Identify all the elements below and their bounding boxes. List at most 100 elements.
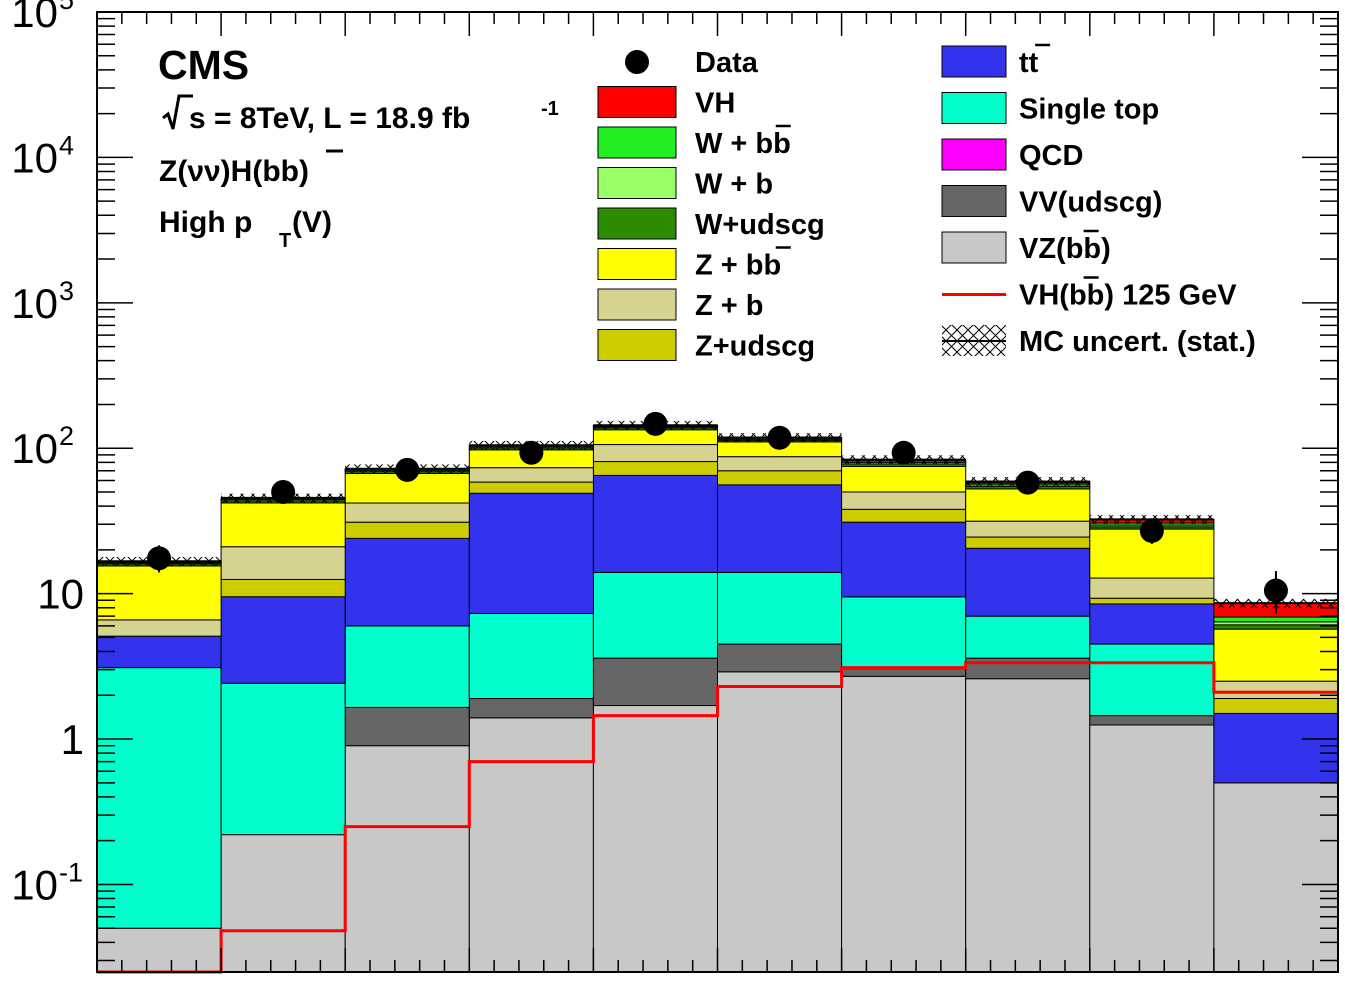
data-point-bin7 [891, 440, 916, 465]
y-tick-label-1e: 1 [61, 716, 84, 763]
legend-swatch-Zb [597, 288, 677, 321]
bar-single-top-bin9 [1089, 643, 1215, 717]
channel-label: Z(νν)H(bb) [159, 149, 343, 188]
bar-z-b-bin2 [220, 546, 346, 580]
legend-label-VH: VH [695, 88, 735, 120]
bar-tt-bin8 [965, 547, 1091, 617]
bar-vz-bb-bin6 [717, 671, 843, 973]
y-tick-label-10e4: 10 [11, 134, 58, 181]
legend-label-Wudscg: W+udscg [695, 209, 825, 241]
legend-label-tt: tt [1019, 47, 1039, 79]
bar-single-top-bin7 [841, 596, 967, 670]
legend-swatch-tt [941, 45, 1007, 78]
data-point-bin6 [767, 425, 792, 450]
legend-label-vvudscg: VV(udscg) [1019, 187, 1162, 219]
axes-frame [96, 11, 1339, 973]
bar-z-b-bin6 [717, 456, 843, 472]
bar-z-bb-bin2 [220, 502, 346, 548]
bar-tt-bin6 [717, 484, 843, 573]
legend-label-qcd: QCD [1019, 140, 1083, 172]
data-points-layer [147, 411, 1288, 614]
bar-z-udscg-bin3 [344, 521, 470, 539]
bar-z-udscg-bin5 [592, 461, 719, 476]
y-tick-exponent-10e2: 2 [59, 421, 74, 451]
bar-vv-udscg-bin7 [841, 668, 967, 677]
bar-vv-udscg-bin3 [344, 706, 470, 747]
legend-item-Wb: W + b [597, 167, 773, 201]
lumi-exponent: -1 [541, 98, 559, 120]
legend-item-Zb: Z + b [597, 288, 763, 322]
energy-lumi-text: s = 8TeV, L = 18.9 fb [189, 102, 470, 135]
bar-tt-bin7 [841, 521, 967, 598]
legend-swatch-singletop [941, 92, 1007, 124]
data-point-bin3 [395, 457, 420, 482]
legend-item-vvudscg: VV(udscg) [941, 185, 1162, 219]
legend-swatch-Wudscg [597, 207, 677, 240]
region-label: High p T (V) [159, 206, 332, 252]
bar-single-top-bin2 [220, 682, 346, 836]
bar-z-udscg-bin10 [1213, 698, 1339, 714]
legend-label-mcunc: MC uncert. (stat.) [1019, 326, 1256, 358]
data-point-bin2 [271, 480, 296, 504]
bar-vz-bb-bin10 [1213, 782, 1339, 973]
bar-z-b-bin8 [965, 520, 1091, 538]
bar-tt-bin9 [1089, 603, 1215, 645]
signal-step-line [97, 661, 1338, 974]
bar-vz-bb-bin7 [841, 675, 967, 973]
bar-z-udscg-bin2 [220, 578, 346, 598]
legend-item-vzbb: VZ(bb) [941, 229, 1111, 265]
bar-vz-bb-bin3 [344, 745, 470, 973]
y-tick-exponent-10e5: 5 [59, 0, 74, 15]
bar-single-top-bin8 [965, 615, 1091, 659]
bar-tt-bin5 [592, 474, 719, 573]
bar-w-bb-bin10 [1213, 616, 1339, 623]
bar-tt-bin3 [344, 537, 470, 627]
legend-label-vzbb: VZ(bb) [1019, 233, 1111, 265]
legend-label-signal: VH(bb) 125 GeV [1019, 280, 1237, 312]
bar-vz-bb-bin1 [96, 927, 222, 973]
bar-vv-udscg-bin5 [592, 657, 719, 707]
bar-z-b-bin7 [841, 491, 967, 510]
legend-label-Wb: W + b [695, 169, 773, 201]
legend-item-qcd: QCD [941, 138, 1083, 172]
legend-item-Zudscg: Z+udscg [597, 329, 815, 363]
legend-item-signal: VH(bb) 125 GeV [942, 276, 1237, 312]
legend-item-tt: tt [941, 43, 1051, 79]
region-suffix: (V) [292, 206, 332, 239]
energy-lumi-label: s = 8TeV, L = 18.9 fb -1 [162, 94, 559, 135]
bar-single-top-bin6 [717, 571, 843, 645]
bar-z-b-bin5 [592, 444, 719, 463]
legend-item-mcunc: MC uncert. (stat.) [942, 325, 1256, 358]
bar-vz-bb-bin5 [592, 705, 719, 973]
y-tick-label-10e-1: 10 [11, 861, 58, 908]
legend-item-Wudscg: W+udscg [597, 207, 825, 241]
legend-item-singletop: Single top [941, 92, 1159, 126]
bar-tt-bin10 [1213, 712, 1339, 784]
bar-single-top-bin5 [592, 571, 719, 659]
plot-annotations: CMS s = 8TeV, L = 18.9 fb -1 Z(νν)H(bb) … [158, 42, 559, 252]
bar-tt-bin1 [96, 635, 222, 669]
bar-z-b-bin9 [1089, 577, 1215, 599]
legend-item-Wbb: W + bb [597, 124, 791, 160]
bar-tt-bin4 [468, 492, 594, 615]
legend-swatch-Zudscg [597, 329, 677, 361]
channel-text: Z(νν)H(bb) [159, 155, 309, 188]
bar-vz-bb-bin2 [220, 834, 346, 973]
legend-swatch-Wb [597, 167, 677, 199]
y-tick-exponent-10e-1: -1 [59, 857, 83, 887]
data-point-bin8 [1015, 470, 1040, 495]
region-text: High p [159, 206, 252, 239]
bar-tt-bin2 [220, 596, 346, 684]
bar-single-top-bin3 [344, 625, 470, 708]
bar-z-bb-bin10 [1213, 628, 1339, 682]
bar-vz-bb-bin9 [1089, 724, 1215, 973]
legend-swatch-vzbb [941, 231, 1007, 264]
y-tick-label-10e2: 10 [11, 425, 58, 472]
legend-label-Zbb: Z + bb [695, 250, 781, 282]
bar-z-b-bin4 [468, 467, 594, 483]
data-point-bin10 [1263, 578, 1288, 603]
bar-vv-udscg-bin6 [717, 643, 843, 673]
bar-z-udscg-bin4 [468, 481, 594, 494]
